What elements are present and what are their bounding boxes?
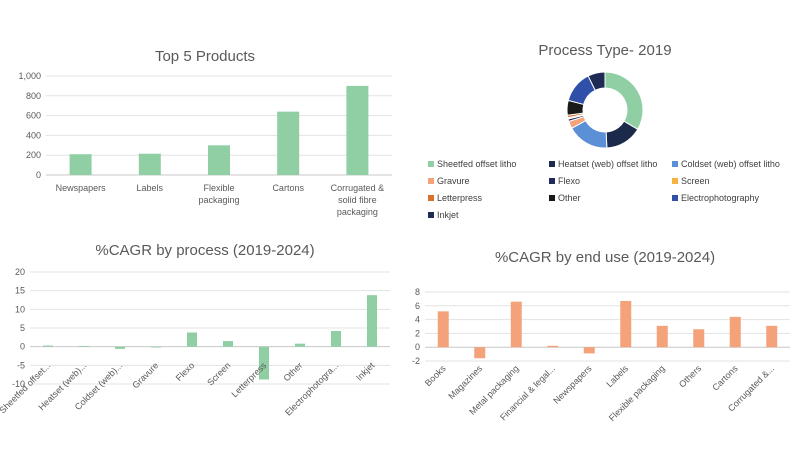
y-tick-label: 6 (415, 301, 420, 311)
legend-label: Flexo (558, 176, 580, 186)
legend-swatch (428, 212, 434, 218)
legend-label: Sheetfed offset litho (437, 159, 516, 169)
legend-swatch (428, 178, 434, 184)
x-tick-line: solid fibre (338, 195, 377, 205)
bar (437, 311, 449, 348)
bar (547, 345, 559, 348)
x-tick-label: Corrugated & solid fibre packaging (331, 183, 385, 217)
legend-label: Other (558, 193, 581, 203)
x-tick-label: Magazines (446, 363, 484, 401)
x-tick-label: Inkjet (354, 360, 377, 383)
y-tick-label: 0 (20, 342, 25, 352)
bar (295, 343, 305, 347)
bar (367, 295, 377, 347)
process-donut-title: Process Type- 2019 (538, 42, 671, 59)
x-tick-line: packaging (198, 195, 239, 205)
y-tick-label: 2 (415, 328, 420, 338)
x-tick-line: Cartons (272, 183, 304, 193)
x-tick-line: Labels (137, 183, 164, 193)
bar (115, 346, 125, 349)
x-tick-label: Others (677, 363, 704, 390)
legend-swatch (549, 195, 555, 201)
bar (620, 300, 632, 348)
bar (766, 325, 778, 348)
legend-swatch (672, 178, 678, 184)
bar (151, 346, 161, 348)
y-tick-label: 8 (415, 287, 420, 297)
bar (346, 85, 369, 175)
x-tick-label: Labels (604, 363, 630, 389)
y-tick-label: 600 (26, 111, 41, 121)
x-tick-line: Flexible (203, 183, 234, 193)
y-tick-label: -5 (17, 360, 25, 370)
bar (693, 329, 705, 348)
cagr-process-chart: %CAGR by process (2019-2024) -10 -5 0 5 10 15… (0, 242, 390, 418)
y-tick-label: 400 (26, 130, 41, 140)
bar (331, 330, 341, 347)
x-tick-label: Newspapers (551, 363, 594, 406)
x-tick-label: Other (281, 360, 304, 383)
x-tick-label: Flexible packaging (198, 183, 239, 205)
legend-label: Gravure (437, 176, 470, 186)
legend-label: Inkjet (437, 210, 459, 220)
bar (277, 111, 300, 175)
y-tick-label: 15 (15, 286, 25, 296)
y-tick-label: 1,000 (18, 71, 41, 81)
legend-label: Screen (681, 176, 710, 186)
y-tick-label: -10 (12, 379, 25, 389)
x-tick-line: packaging (337, 207, 378, 217)
cagr-enduse-title: %CAGR by end use (2019-2024) (495, 249, 715, 266)
process-type-donut-chart: Process Type- 2019 Sheetfed offset litho… (428, 42, 780, 220)
bar (510, 301, 522, 348)
cagr-process-title: %CAGR by process (2019-2024) (95, 242, 314, 259)
y-tick-label: 200 (26, 150, 41, 160)
bar (474, 347, 486, 359)
legend-label: Letterpress (437, 193, 483, 203)
legend-label: Heatset (web) offset litho (558, 159, 657, 169)
legend-label: Electrophotography (681, 193, 760, 203)
legend-swatch (549, 161, 555, 167)
y-tick-label: 20 (15, 267, 25, 277)
bar (187, 332, 197, 347)
y-tick-label: 0 (36, 170, 41, 180)
legend-swatch (549, 178, 555, 184)
x-tick-label: Cartons (272, 183, 304, 193)
y-tick-label: -2 (412, 356, 420, 366)
top5-chart-title: Top 5 Products (155, 48, 255, 65)
bar (138, 153, 161, 175)
bar (223, 341, 233, 347)
x-tick-label: Books (423, 363, 448, 388)
bar (656, 325, 668, 348)
x-tick-line: Corrugated & (331, 183, 385, 193)
bar (259, 346, 269, 380)
bar (208, 145, 230, 175)
y-tick-label: 4 (415, 315, 420, 325)
bar (729, 316, 741, 348)
bar (583, 347, 595, 354)
bar (69, 154, 92, 175)
x-tick-line: Newspapers (56, 183, 107, 193)
y-tick-label: 5 (20, 323, 25, 333)
x-tick-label: Flexo (174, 360, 197, 383)
y-tick-label: 10 (15, 304, 25, 314)
legend-label: Coldset (web) offset litho (681, 159, 780, 169)
bar (79, 345, 89, 347)
y-tick-label: 800 (26, 91, 41, 101)
donut-slice (587, 71, 606, 91)
legend-swatch (428, 161, 434, 167)
legend-swatch (672, 161, 678, 167)
x-tick-label: Letterpress (230, 360, 269, 399)
legend-swatch (672, 195, 678, 201)
x-tick-label: Newspapers (56, 183, 107, 193)
x-tick-label: Cartons (710, 363, 740, 393)
bar (43, 345, 53, 347)
cagr-enduse-chart: %CAGR by end use (2019-2024) -2 0 2 4 6 8 Book… (412, 249, 790, 423)
legend-swatch (428, 195, 434, 201)
top5-products-chart: Top 5 Products 0 200 400 600 800 1,000 Newspap… (18, 48, 392, 217)
x-tick-label: Labels (137, 183, 164, 193)
y-tick-label: 0 (415, 342, 420, 352)
